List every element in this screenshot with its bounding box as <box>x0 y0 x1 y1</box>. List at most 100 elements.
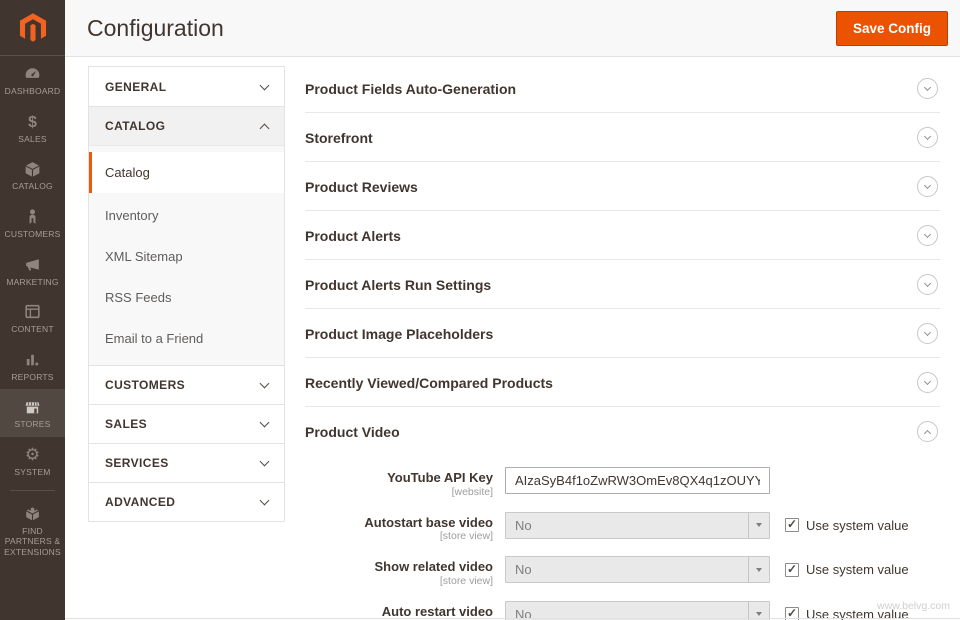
checkbox-label: Use system value <box>806 606 909 620</box>
accordion-recently-viewed-compared-products[interactable]: Recently Viewed/Compared Products <box>305 358 940 407</box>
sidebar-item-content[interactable]: CONTENT <box>0 294 65 342</box>
config-section-general[interactable]: GENERAL <box>89 67 284 106</box>
field-scope-text: [website] <box>451 485 493 498</box>
use-system-value-toggle[interactable]: Use system value <box>785 601 909 620</box>
use-system-value-toggle[interactable]: Use system value <box>785 512 909 533</box>
show-related-video-select[interactable]: No <box>505 556 770 584</box>
find-partners-icon <box>2 504 63 524</box>
accordion-title: Recently Viewed/Compared Products <box>305 374 553 391</box>
config-section-catalog[interactable]: CATALOG <box>89 106 284 145</box>
use-system-value-toggle[interactable]: Use system value <box>785 556 909 577</box>
checkbox-icon[interactable] <box>785 606 799 620</box>
field-scope-text: [store view] <box>439 574 493 587</box>
sidebar-item-sales[interactable]: $ SALES <box>0 104 65 152</box>
accordion-product-video[interactable]: Product Video <box>305 407 940 455</box>
config-subitem-email-to-a-friend[interactable]: Email to a Friend <box>105 331 204 346</box>
expand-circle-icon <box>917 176 938 197</box>
accordion-product-image-placeholders[interactable]: Product Image Placeholders <box>305 309 940 358</box>
config-subitem-inventory[interactable]: Inventory <box>105 208 159 223</box>
page-header: Configuration Save Config <box>65 0 960 57</box>
autostart-base-video-select[interactable]: No <box>505 511 770 539</box>
sidebar-item-stores[interactable]: STORES <box>0 389 65 437</box>
configuration-nav: GENERAL CATALOG Catalog Inventory XML Si… <box>88 66 285 522</box>
field-label-text: Autostart base video <box>364 514 493 530</box>
config-subitem-xml-sitemap[interactable]: XML Sitemap <box>105 249 183 264</box>
select-value: No <box>515 562 532 578</box>
config-section-services[interactable]: SERVICES <box>89 443 284 482</box>
sidebar-item-reports[interactable]: REPORTS <box>0 342 65 390</box>
select-arrow-icon <box>748 512 769 538</box>
sidebar-item-catalog[interactable]: CATALOG <box>0 151 65 199</box>
sidebar-item-label: CATALOG <box>12 181 53 192</box>
sidebar-item-find-partners[interactable]: FIND PARTNERS & EXTENSIONS <box>0 496 65 565</box>
sidebar-item-marketing[interactable]: MARKETING <box>0 247 65 295</box>
catalog-icon <box>2 159 63 179</box>
select-arrow-icon <box>748 601 769 620</box>
field-label: Autostart base video [store view] <box>305 512 505 543</box>
magento-logo[interactable] <box>0 0 65 56</box>
config-section-label: SERVICES <box>105 456 169 470</box>
customers-icon <box>2 207 63 227</box>
sidebar-item-label: SYSTEM <box>14 467 51 477</box>
checkbox-icon[interactable] <box>785 562 799 577</box>
sidebar-item-dashboard[interactable]: DASHBOARD <box>0 56 65 104</box>
sidebar-item-label: FIND PARTNERS & EXTENSIONS <box>4 525 61 557</box>
catalog-subsections: Catalog Inventory XML Sitemap RSS Feeds … <box>89 145 284 365</box>
accordion-title: Product Alerts Run Settings <box>305 276 492 293</box>
expand-circle-icon <box>917 372 938 393</box>
sidebar-item-label: CUSTOMERS <box>4 228 61 239</box>
magento-logo-icon <box>19 12 46 42</box>
sidebar-item-customers[interactable]: CUSTOMERS <box>0 199 65 247</box>
sidebar-item-system[interactable]: ⚙ SYSTEM <box>0 437 65 485</box>
youtube-api-key-input[interactable] <box>505 467 770 494</box>
accordion-product-alerts-run-settings[interactable]: Product Alerts Run Settings <box>305 260 940 309</box>
belvg-watermark: www.belvg.com <box>877 600 950 612</box>
marketing-icon <box>2 255 63 275</box>
sidebar-item-label: DASHBOARD <box>4 86 61 96</box>
field-label-text: Show related video <box>374 559 493 575</box>
select-value: No <box>515 517 532 533</box>
checkbox-label: Use system value <box>806 562 909 578</box>
collapse-circle-icon <box>917 421 938 442</box>
chevron-down-icon <box>259 495 270 506</box>
config-section-label: CUSTOMERS <box>105 378 186 392</box>
accordion-storefront[interactable]: Storefront <box>305 113 940 162</box>
field-label-text: YouTube API Key <box>387 470 493 485</box>
admin-sidebar: DASHBOARD $ SALES CATALOG CUSTOMERS MARK… <box>0 0 65 620</box>
config-main-panel: Product Fields Auto-Generation Storefron… <box>305 64 940 620</box>
content-icon <box>2 302 63 322</box>
config-section-sales[interactable]: SALES <box>89 404 284 443</box>
accordion-product-reviews[interactable]: Product Reviews <box>305 162 940 211</box>
accordion-title: Product Image Placeholders <box>305 325 494 342</box>
auto-restart-video-select[interactable]: No <box>505 600 770 620</box>
sidebar-item-label: MARKETING <box>6 276 59 287</box>
config-section-customers[interactable]: CUSTOMERS <box>89 365 284 404</box>
accordion-title: Product Fields Auto-Generation <box>305 80 517 97</box>
sidebar-item-label: CONTENT <box>11 324 54 335</box>
field-label-text: Auto restart video <box>381 603 493 619</box>
field-label: YouTube API Key [website] <box>305 467 505 498</box>
field-auto-restart-video: Auto restart video [store view] No Use s… <box>305 600 940 620</box>
chevron-down-icon <box>259 378 270 389</box>
accordion-title: Product Video <box>305 423 400 440</box>
checkbox-icon[interactable] <box>785 517 799 533</box>
config-subitem-rss-feeds[interactable]: RSS Feeds <box>105 290 172 305</box>
checkbox-label: Use system value <box>806 517 909 533</box>
config-section-advanced[interactable]: ADVANCED <box>89 482 284 521</box>
sidebar-item-label: SALES <box>18 133 47 144</box>
accordion-product-fields-auto-generation[interactable]: Product Fields Auto-Generation <box>305 64 940 113</box>
system-icon: ⚙ <box>24 445 41 464</box>
expand-circle-icon <box>917 225 938 246</box>
accordion-product-alerts[interactable]: Product Alerts <box>305 211 940 260</box>
field-label: Show related video [store view] <box>305 556 505 587</box>
product-video-fields: YouTube API Key [website] Autostart base… <box>305 455 940 620</box>
config-subitem-catalog[interactable]: Catalog <box>89 152 284 193</box>
save-config-button[interactable]: Save Config <box>835 10 948 46</box>
field-youtube-api-key: YouTube API Key [website] <box>305 467 940 498</box>
chevron-down-icon <box>259 80 270 90</box>
svg-text:$: $ <box>28 114 37 131</box>
reports-icon <box>2 350 63 370</box>
expand-circle-icon <box>917 78 938 99</box>
expand-circle-icon <box>917 323 938 344</box>
expand-circle-icon <box>917 127 938 148</box>
